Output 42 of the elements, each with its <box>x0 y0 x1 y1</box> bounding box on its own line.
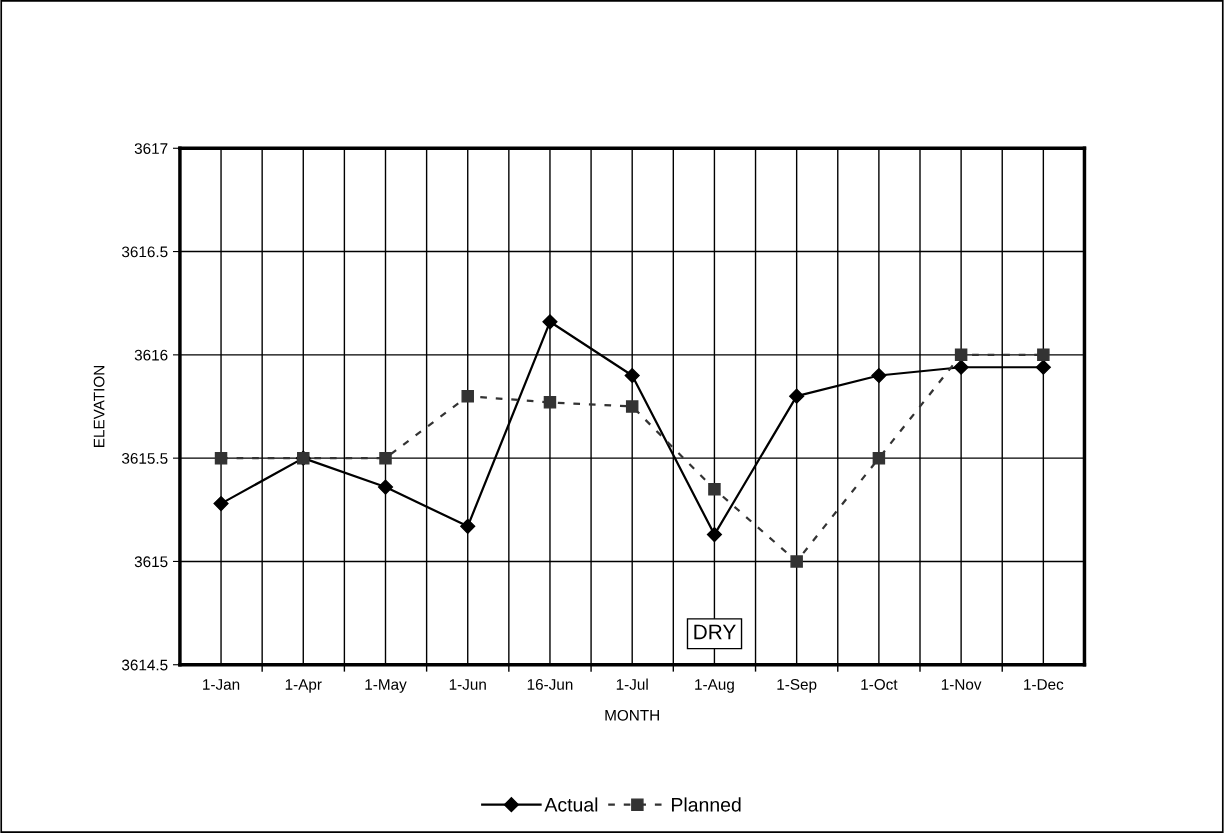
point <box>708 482 721 496</box>
x-tick-label: 16-Jun <box>527 679 573 690</box>
point <box>953 359 969 375</box>
x-tick-label: 1-Oct <box>861 679 898 690</box>
y-tick-label: 3615.5 <box>121 453 168 464</box>
point <box>871 367 887 384</box>
point <box>789 388 805 404</box>
point <box>1035 359 1051 375</box>
x-tick-label: 1-Sep <box>777 679 817 693</box>
x-tick-label: 1-Aug <box>695 679 734 693</box>
point <box>542 314 558 330</box>
point <box>624 367 640 384</box>
y-tick-label: 3614.5 <box>121 659 168 671</box>
x-tick-label: 1-Apr <box>285 679 322 693</box>
point <box>706 527 722 543</box>
x-tick-label: 1-Jul <box>616 678 648 690</box>
y-axis-title: ELEVATION <box>93 366 105 447</box>
x-tick-label: 1-Nov <box>941 679 982 690</box>
legend-label: Actual <box>544 797 598 812</box>
point <box>790 555 803 568</box>
x-tick-label: 1-Dec <box>1024 679 1064 690</box>
legend-label: Planned <box>672 797 741 812</box>
point <box>460 518 476 534</box>
x-tick-label: 1-May <box>365 679 407 693</box>
point <box>954 348 968 362</box>
point <box>872 451 886 465</box>
point <box>461 389 474 403</box>
y-tick-label: 3616.5 <box>121 246 168 258</box>
x-tick-label: 1-Jun <box>449 679 486 690</box>
point <box>379 451 392 465</box>
y-tick-label: 3616 <box>134 349 168 361</box>
point <box>214 451 228 465</box>
point <box>377 479 394 495</box>
point <box>543 396 557 409</box>
y-tick-label: 3615 <box>134 556 168 568</box>
point <box>625 400 639 413</box>
x-tick-label: 1-Jan <box>203 679 240 690</box>
y-tick-label: 3617 <box>134 143 168 154</box>
x-axis-title: MONTH <box>605 709 659 721</box>
annotation: DRY <box>694 624 736 640</box>
point <box>1037 348 1050 362</box>
point <box>213 496 229 512</box>
